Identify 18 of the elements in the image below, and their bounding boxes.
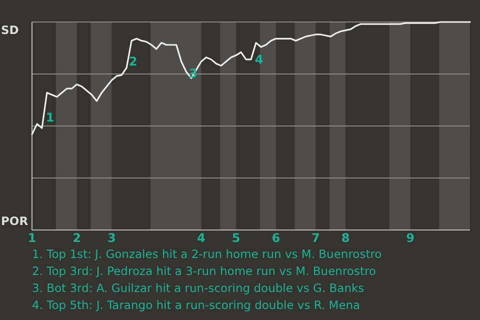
annotation: 2	[128, 54, 138, 68]
annotation: 1	[46, 110, 54, 124]
x-tick-label: 4	[197, 231, 206, 245]
x-tick-label: 5	[232, 231, 240, 245]
x-tick-label: 1	[28, 231, 36, 245]
text: 3. Bot 3rd: A. Guilzar hit a run-scoring double vs G. Banks	[32, 281, 364, 295]
text: 1. Top 1st: J. Gonzales hit a 2-run home run vs M. Buenrostro	[32, 247, 382, 261]
text: SD	[1, 23, 19, 38]
x-tick-label: 3	[107, 231, 116, 245]
x-tick-label: 7	[312, 231, 320, 245]
x-tick-label: 6	[272, 231, 280, 245]
text: POR	[1, 214, 28, 228]
text: 2. Top 3rd: J. Pedroza hit a 3-run home run vs M. Buenrostro	[32, 264, 376, 278]
text: 4. Top 5th: J. Tarango hit a run-scoring double vs R. Mena	[32, 298, 360, 312]
x-tick-label: 8	[341, 231, 350, 245]
x-tick-label: 2	[72, 231, 81, 245]
annotation: 4	[254, 52, 264, 66]
x-tick-label: 9	[406, 231, 414, 245]
